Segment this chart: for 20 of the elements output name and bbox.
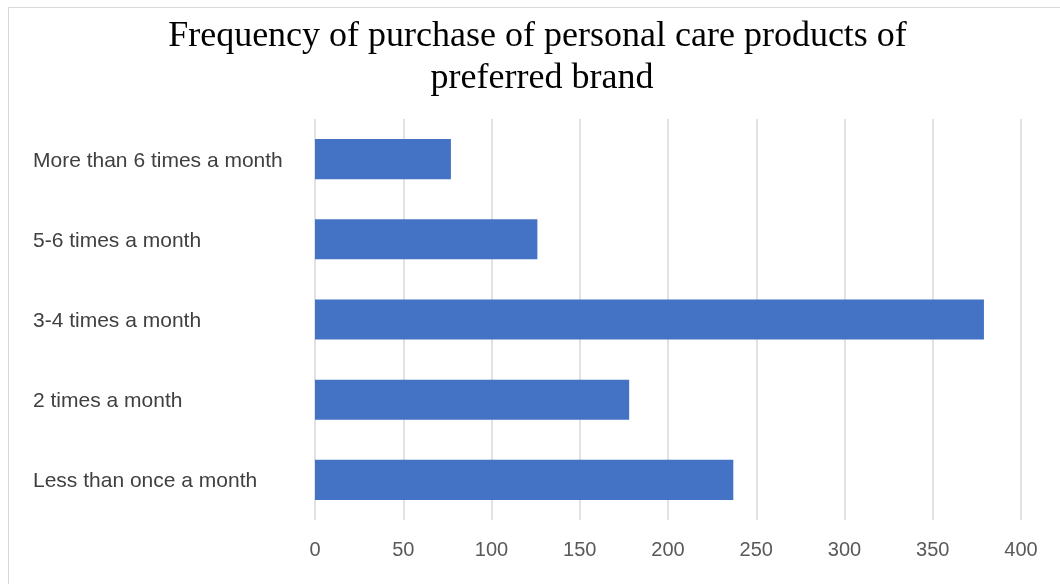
- bar: [315, 219, 538, 260]
- y-tick-label: More than 6 times a month: [33, 147, 283, 171]
- x-tick-label: 100: [474, 538, 509, 560]
- x-tick-label: 400: [1004, 538, 1038, 560]
- x-tick-label: 50: [392, 538, 415, 560]
- bar: [315, 299, 984, 340]
- x-tick-label: 350: [916, 538, 950, 560]
- x-tick-label: 250: [739, 538, 773, 560]
- bar: [315, 379, 630, 420]
- bar: [315, 459, 734, 500]
- x-tick-label: 200: [651, 538, 685, 560]
- x-tick-label: 300: [827, 538, 862, 560]
- y-tick-label: 2 times a month: [33, 388, 183, 412]
- x-tick-label: 0: [309, 538, 321, 560]
- y-tick-label: 3-4 times a month: [33, 308, 202, 331]
- y-tick-label: 5-6 times a month: [33, 227, 202, 251]
- x-tick-label: 150: [563, 538, 597, 560]
- chart-title: Frequency of purchase of personal care products of preferred brand: [168, 14, 916, 96]
- y-tick-label: Less than once a month: [33, 468, 258, 492]
- bar: [315, 139, 451, 180]
